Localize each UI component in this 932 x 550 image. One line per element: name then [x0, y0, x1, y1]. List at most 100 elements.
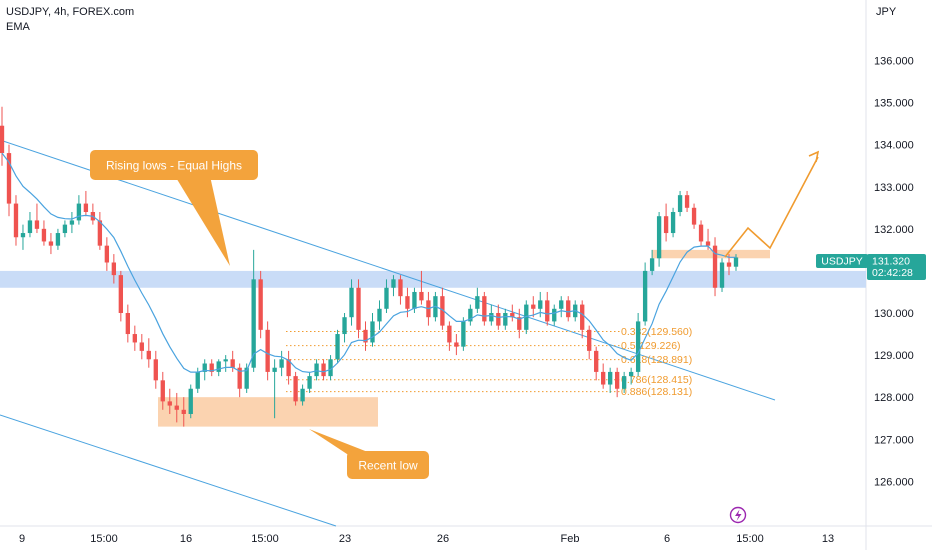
candle[interactable]	[440, 287, 445, 330]
candle[interactable]	[265, 321, 270, 381]
candle[interactable]	[328, 355, 333, 381]
candle[interactable]	[216, 359, 221, 377]
candle[interactable]	[230, 350, 235, 372]
candle[interactable]	[608, 367, 613, 393]
candle[interactable]	[335, 329, 340, 364]
candle[interactable]	[111, 254, 117, 284]
candle[interactable]	[503, 308, 508, 330]
candle[interactable]	[677, 190, 683, 217]
candle[interactable]	[41, 220, 47, 246]
time-axis[interactable]: 9 15:00 16 15:00 23 26 Feb 6 15:00 13	[19, 533, 834, 545]
candle[interactable]	[97, 212, 103, 250]
candle[interactable]	[405, 287, 410, 318]
candle[interactable]	[447, 321, 452, 351]
candle[interactable]	[670, 207, 676, 238]
candle[interactable]	[517, 308, 522, 339]
resistance-zone[interactable]	[0, 270, 866, 288]
candle[interactable]	[307, 371, 312, 393]
candle[interactable]	[188, 384, 193, 419]
candle[interactable]	[628, 367, 634, 385]
candle[interactable]	[27, 212, 33, 238]
price-axis[interactable]: 126.000127.000128.000129.000130.000131.0…	[874, 56, 914, 489]
candle[interactable]	[621, 371, 627, 393]
candle[interactable]	[649, 249, 655, 276]
candle[interactable]	[69, 212, 75, 234]
candle[interactable]	[356, 279, 361, 339]
candle[interactable]	[139, 334, 144, 360]
candle[interactable]	[146, 338, 151, 368]
price-badge[interactable]: USDJPY 131.320 02:42:28	[816, 254, 926, 280]
candle[interactable]	[83, 190, 89, 217]
candle[interactable]	[524, 300, 529, 335]
candle[interactable]	[656, 212, 662, 267]
candle[interactable]	[363, 321, 368, 351]
candle[interactable]	[377, 300, 382, 330]
candle[interactable]	[594, 346, 599, 381]
candle[interactable]	[20, 224, 26, 250]
candle[interactable]	[13, 195, 19, 246]
candle[interactable]	[559, 296, 564, 318]
candle[interactable]	[48, 233, 54, 255]
candle[interactable]	[719, 258, 725, 292]
candle[interactable]	[482, 291, 487, 326]
candle[interactable]	[531, 296, 536, 318]
fibonacci-retracement[interactable]: 0.382(129.560)0.5(129.226)0.618(128.891)…	[286, 326, 692, 398]
chart-symbol-title[interactable]: USDJPY, 4h, FOREX.com	[6, 6, 135, 18]
candle[interactable]	[223, 355, 228, 372]
candle[interactable]	[454, 334, 459, 356]
candle[interactable]	[62, 220, 68, 238]
indicator-label[interactable]: EMA	[6, 21, 30, 33]
candle[interactable]	[286, 350, 291, 385]
candle[interactable]	[251, 249, 256, 372]
candle[interactable]	[181, 397, 186, 427]
candle[interactable]	[475, 287, 480, 313]
candle[interactable]	[552, 304, 557, 326]
candle[interactable]	[167, 388, 172, 414]
candle[interactable]	[0, 106, 5, 166]
candle[interactable]	[691, 203, 697, 229]
candle[interactable]	[712, 237, 718, 297]
candle[interactable]	[244, 363, 249, 393]
candle[interactable]	[55, 228, 61, 250]
event-lightning-icon[interactable]	[729, 506, 747, 524]
candle[interactable]	[580, 300, 585, 339]
candle[interactable]	[174, 392, 179, 423]
candle[interactable]	[349, 279, 354, 326]
candle[interactable]	[314, 359, 319, 381]
candle[interactable]	[321, 359, 326, 381]
candle[interactable]	[279, 350, 284, 377]
candle[interactable]	[412, 287, 417, 313]
candle[interactable]	[391, 275, 396, 297]
candle[interactable]	[132, 325, 137, 351]
candle[interactable]	[398, 275, 403, 305]
candle[interactable]	[6, 144, 12, 217]
candle[interactable]	[125, 304, 130, 343]
candle[interactable]	[342, 313, 347, 343]
candle[interactable]	[642, 262, 648, 326]
candle[interactable]	[104, 237, 110, 271]
candle[interactable]	[293, 371, 298, 406]
breakout-zone[interactable]	[652, 249, 770, 259]
candle[interactable]	[635, 313, 641, 377]
candles-layer[interactable]	[0, 106, 739, 427]
candle[interactable]	[237, 363, 242, 398]
candle[interactable]	[34, 203, 40, 234]
candle[interactable]	[587, 325, 592, 360]
candle[interactable]	[461, 317, 466, 351]
candle[interactable]	[698, 220, 704, 246]
candle[interactable]	[419, 270, 424, 305]
candle[interactable]	[272, 359, 277, 419]
candle[interactable]	[300, 384, 305, 406]
candle[interactable]	[153, 350, 158, 389]
candle[interactable]	[545, 291, 550, 326]
candle[interactable]	[209, 359, 214, 377]
candle[interactable]	[202, 359, 207, 381]
candle[interactable]	[684, 190, 690, 212]
candle[interactable]	[566, 296, 571, 322]
candle[interactable]	[118, 270, 124, 322]
candle[interactable]	[384, 279, 389, 313]
candle[interactable]	[601, 363, 606, 389]
candle[interactable]	[370, 313, 375, 347]
candle[interactable]	[76, 195, 82, 225]
